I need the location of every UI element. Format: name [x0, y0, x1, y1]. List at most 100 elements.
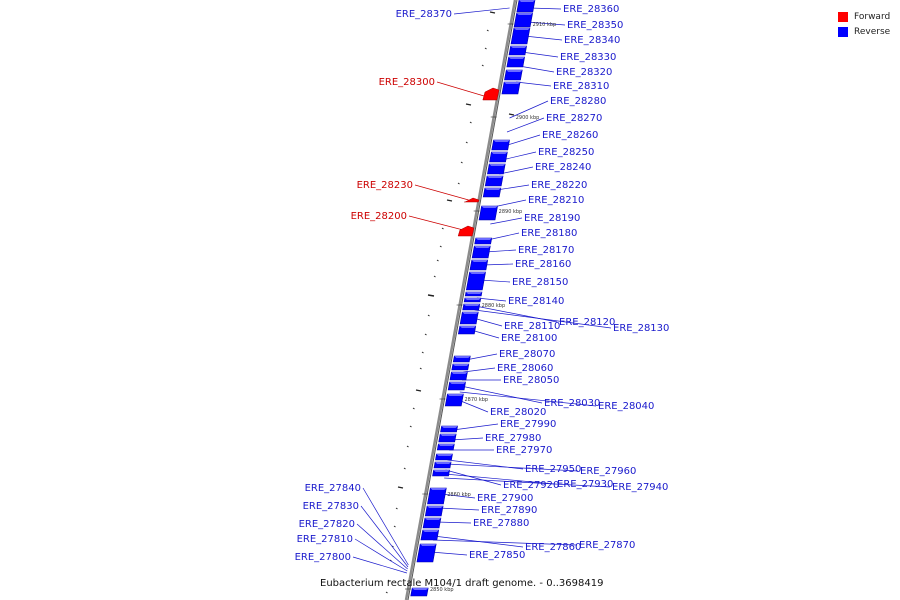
- gene-label[interactable]: ERE_28160: [515, 259, 571, 270]
- leader-line: [414, 184, 469, 201]
- gene-label[interactable]: ERE_28170: [518, 245, 574, 256]
- leader-line: [482, 263, 514, 266]
- gene-label[interactable]: ERE_27800: [295, 552, 351, 563]
- leader-line: [473, 317, 503, 327]
- reverse-gene-block: [424, 505, 444, 517]
- gene-label[interactable]: ERE_27840: [305, 483, 361, 494]
- legend-reverse: Reverse: [838, 24, 890, 39]
- gene-label[interactable]: ERE_27950: [525, 464, 581, 475]
- reverse-gene-block: [465, 271, 486, 291]
- gene-label[interactable]: ERE_28330: [560, 52, 616, 63]
- leader-line: [516, 81, 552, 87]
- leader-line: [356, 523, 408, 570]
- gene-label[interactable]: ERE_27820: [299, 519, 355, 530]
- leader-line: [354, 538, 408, 572]
- feature-dash: [424, 333, 427, 336]
- gene-label[interactable]: ERE_27870: [579, 540, 635, 551]
- gene-label[interactable]: ERE_28370: [396, 9, 452, 20]
- reverse-gene-block: [438, 433, 457, 443]
- leader-line: [444, 477, 611, 488]
- leader-line: [436, 81, 488, 98]
- leader-line: [526, 21, 566, 26]
- gene-label[interactable]: ERE_28040: [598, 401, 654, 412]
- leader-line: [465, 353, 498, 361]
- gene-label[interactable]: ERE_28240: [535, 162, 591, 173]
- gene-label[interactable]: ERE_28120: [559, 317, 615, 328]
- gene-label[interactable]: ERE_27830: [303, 501, 359, 512]
- gene-label[interactable]: ERE_27810: [297, 534, 353, 545]
- tick-label: 2880 kbp: [482, 303, 506, 309]
- gene-label[interactable]: ERE_28130: [613, 323, 669, 334]
- gene-label[interactable]: ERE_28360: [563, 4, 619, 15]
- gene-label[interactable]: ERE_27990: [500, 419, 556, 430]
- reverse-gene-block: [420, 529, 440, 541]
- gene-label[interactable]: ERE_28280: [550, 96, 606, 107]
- gene-label[interactable]: ERE_28050: [503, 375, 559, 386]
- feature-dash: [486, 29, 489, 32]
- leader-line: [360, 505, 409, 568]
- gene-label[interactable]: ERE_27930: [557, 479, 613, 490]
- gene-label[interactable]: ERE_27900: [477, 493, 533, 504]
- tick-label: 2870 kbp: [465, 397, 489, 403]
- leader-line: [487, 232, 520, 241]
- reverse-gene-block: [410, 587, 429, 597]
- gene-label[interactable]: ERE_28250: [538, 147, 594, 158]
- tick-label: 2860 kbp: [447, 492, 471, 498]
- gene-label[interactable]: ERE_28220: [531, 180, 587, 191]
- gene-label[interactable]: ERE_28060: [497, 363, 553, 374]
- gene-label[interactable]: ERE_27970: [496, 445, 552, 456]
- reverse-gene-block: [463, 297, 482, 303]
- feature-dash: [387, 579, 390, 582]
- gene-label[interactable]: ERE_28200: [351, 211, 407, 222]
- genome-axis-shadow: [407, 0, 518, 600]
- reverse-gene-block: [435, 453, 453, 461]
- gene-label[interactable]: ERE_28110: [504, 321, 560, 332]
- gene-label[interactable]: ERE_28260: [542, 130, 598, 141]
- leader-line: [452, 423, 499, 431]
- leader-line: [529, 7, 562, 10]
- leader-line: [408, 215, 464, 231]
- gene-label[interactable]: ERE_28300: [379, 77, 435, 88]
- reverse-gene-block: [484, 175, 504, 187]
- gene-label[interactable]: ERE_27860: [525, 542, 581, 553]
- gene-label[interactable]: ERE_28100: [501, 333, 557, 344]
- gene-label[interactable]: ERE_28350: [567, 20, 623, 31]
- forward-gene-block: [482, 87, 500, 101]
- gene-label[interactable]: ERE_28190: [524, 213, 580, 224]
- feature-dash: [385, 591, 388, 594]
- leader-line: [524, 35, 563, 41]
- legend-forward: Forward: [838, 9, 890, 24]
- gene-label[interactable]: ERE_28030: [544, 398, 600, 409]
- gene-label[interactable]: ERE_27980: [485, 433, 541, 444]
- leader-line: [509, 100, 549, 119]
- gene-label[interactable]: ERE_28180: [521, 228, 577, 239]
- gene-label[interactable]: ERE_28020: [490, 407, 546, 418]
- gene-label[interactable]: ERE_27890: [481, 505, 537, 516]
- gene-label[interactable]: ERE_27850: [469, 550, 525, 561]
- gene-label[interactable]: ERE_27960: [580, 466, 636, 477]
- gene-label[interactable]: ERE_28070: [499, 349, 555, 360]
- gene-label[interactable]: ERE_27880: [473, 518, 529, 529]
- gene-label[interactable]: ERE_27920: [503, 480, 559, 491]
- gene-label[interactable]: ERE_28310: [553, 81, 609, 92]
- reverse-gene-block: [457, 325, 477, 335]
- leader-line: [441, 493, 476, 499]
- leader-line: [460, 385, 543, 404]
- gene-label[interactable]: ERE_28210: [528, 195, 584, 206]
- gene-label[interactable]: ERE_28230: [357, 180, 413, 191]
- gene-label[interactable]: ERE_28340: [564, 35, 620, 46]
- feature-dash: [433, 275, 436, 278]
- reverse-gene-block: [436, 443, 455, 451]
- gene-label[interactable]: ERE_28140: [508, 296, 564, 307]
- reverse-gene-block: [440, 425, 458, 433]
- leader-line: [446, 463, 579, 472]
- leader-line: [518, 65, 555, 73]
- gene-label[interactable]: ERE_28270: [546, 113, 602, 124]
- gene-label[interactable]: ERE_28150: [512, 277, 568, 288]
- reverse-gene-block: [451, 363, 470, 371]
- feature-dash: [439, 245, 442, 248]
- legend: Forward Reverse: [838, 9, 890, 39]
- gene-label[interactable]: ERE_28320: [556, 67, 612, 78]
- gene-label[interactable]: ERE_27940: [612, 482, 668, 493]
